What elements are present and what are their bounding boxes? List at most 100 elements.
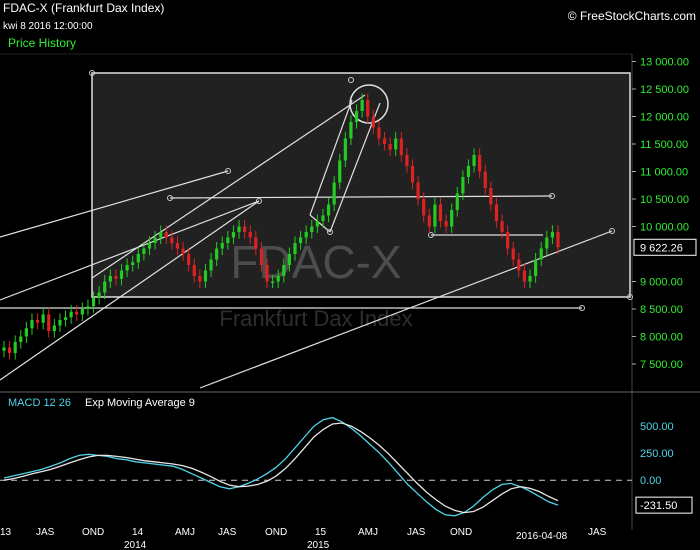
line-handle[interactable] (327, 229, 333, 235)
price-tick-label: 8 500.00 (640, 304, 683, 316)
macd-last-label: -231.50 (640, 500, 677, 512)
candle-body (41, 314, 45, 323)
candle-body (483, 171, 487, 188)
candle-body (438, 204, 443, 221)
line-handle[interactable] (225, 168, 231, 174)
last-price-box (633, 238, 697, 256)
trend-line[interactable] (309, 99, 353, 216)
price-tick-label: 8 000.00 (640, 332, 683, 344)
line-handle[interactable] (428, 232, 434, 238)
candle-body (500, 221, 504, 232)
candle-body (410, 166, 415, 183)
trend-line[interactable] (329, 102, 381, 233)
candle-body (506, 232, 510, 249)
candle-body (97, 292, 101, 298)
line-handle[interactable] (256, 198, 262, 204)
macd-last-box (635, 496, 693, 514)
line-handle[interactable] (609, 228, 615, 234)
candle-body (321, 215, 325, 221)
line-handle[interactable] (167, 195, 173, 201)
candle-body (2, 347, 6, 351)
candle-body (282, 265, 286, 276)
price-tick-label: 9 000.00 (640, 277, 683, 289)
time-label: AMJ (358, 527, 378, 538)
time-label: 14 (132, 527, 144, 538)
trend-line[interactable] (309, 214, 331, 233)
candle-body (30, 320, 34, 329)
last-price-label: 9 622.26 (640, 242, 683, 254)
rectangle-handle[interactable] (627, 294, 633, 300)
brand-link[interactable]: © FreeStockCharts.com (568, 9, 696, 23)
candle-body (394, 138, 398, 150)
line-handle[interactable] (348, 77, 354, 83)
price-tick-label: 12 000.00 (640, 112, 689, 124)
candle-body (450, 210, 454, 227)
candle-body (422, 199, 426, 216)
candle-body (220, 243, 224, 249)
candle-body (511, 248, 515, 260)
candle-body (399, 138, 403, 155)
candle-body (478, 155, 482, 172)
trend-line[interactable] (199, 230, 613, 389)
candle-body (315, 221, 319, 227)
candlestick-series (2, 93, 560, 360)
candle-body (472, 155, 476, 166)
candle-body (254, 237, 258, 249)
candle-body (231, 232, 236, 238)
resistance-line[interactable] (169, 195, 553, 199)
time-label: OND (82, 527, 104, 538)
candle-body (181, 248, 185, 254)
candle-body (461, 177, 465, 194)
signal-series-label: Exp Moving Average 9 (85, 397, 195, 409)
candle-body (455, 193, 459, 210)
macd-tick-label: 250.00 (640, 448, 674, 460)
candle-body (237, 226, 241, 232)
series-line (3, 422, 559, 514)
candle-body (550, 232, 555, 238)
year-label: 2014 (124, 540, 147, 550)
price-axis: 13 000.00 12 500.00 12 000.00 11 500.00 11 0… (632, 57, 689, 371)
candle-body (354, 111, 359, 122)
chart-title: FDAC-X (Frankfurt Dax Index) (3, 1, 164, 15)
watermark-symbol: FDAC-X (230, 236, 401, 288)
year-label: 2015 (307, 540, 330, 550)
candle-body (433, 204, 437, 227)
line-handle[interactable] (579, 305, 585, 311)
time-axis: 13 JAS OND 14 AMJ JAS OND 15 AMJ JAS OND… (0, 527, 607, 550)
candle-body (427, 215, 431, 227)
candle-body (103, 281, 107, 293)
candle-body (75, 311, 79, 315)
time-label: OND (265, 527, 287, 538)
line-handle[interactable] (549, 193, 555, 199)
candle-body (192, 265, 196, 276)
candle-body (19, 336, 23, 342)
trend-line[interactable] (91, 94, 366, 279)
trend-line[interactable] (0, 200, 260, 381)
price-tick-label: 11 000.00 (640, 167, 688, 179)
time-label: 15 (315, 527, 327, 538)
candle-body (47, 314, 51, 331)
candle-body (377, 127, 381, 139)
candle-body (226, 237, 230, 243)
candle-body (24, 328, 28, 337)
candle-body (366, 100, 370, 117)
time-label: 13 (0, 527, 12, 538)
candle-body (489, 188, 493, 205)
candle-body (326, 204, 331, 216)
candle-body (170, 237, 174, 243)
candle-body (13, 342, 17, 353)
peak-circle[interactable] (349, 84, 389, 124)
price-tick-label: 13 000.00 (640, 57, 689, 69)
candle-body (136, 254, 140, 263)
trend-line[interactable] (0, 200, 260, 301)
candle-body (142, 248, 146, 254)
candle-body (298, 237, 303, 243)
candle-body (175, 243, 180, 249)
candle-body (159, 232, 163, 238)
trend-line[interactable] (0, 170, 229, 238)
rectangle-handle[interactable] (89, 70, 95, 76)
candle-body (119, 270, 124, 279)
macd-panel (0, 416, 632, 517)
macd-series-label: MACD 12 26 (8, 397, 71, 409)
